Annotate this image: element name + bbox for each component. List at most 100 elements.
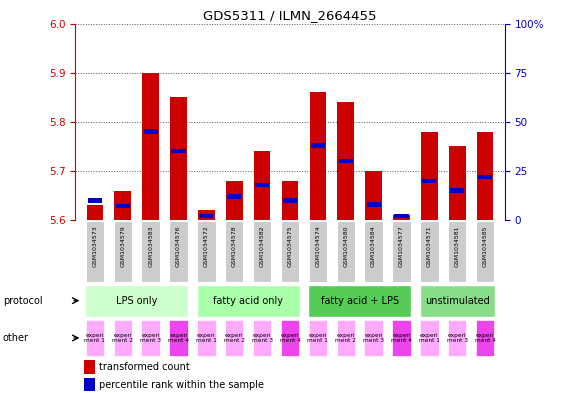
- Bar: [448, 221, 466, 282]
- Bar: [477, 132, 494, 220]
- Text: experi
ment 4: experi ment 4: [168, 332, 189, 343]
- Bar: [308, 285, 411, 317]
- Bar: [478, 175, 492, 179]
- Bar: [142, 221, 160, 282]
- Bar: [394, 214, 408, 219]
- Text: experi
ment 4: experi ment 4: [474, 332, 495, 343]
- Text: transformed count: transformed count: [99, 362, 190, 372]
- Bar: [198, 210, 215, 220]
- Title: GDS5311 / ILMN_2664455: GDS5311 / ILMN_2664455: [203, 9, 377, 22]
- Text: fatty acid only: fatty acid only: [213, 296, 283, 306]
- Bar: [476, 320, 494, 356]
- Bar: [339, 159, 353, 163]
- Text: percentile rank within the sample: percentile rank within the sample: [99, 380, 264, 389]
- Text: GSM1034578: GSM1034578: [232, 225, 237, 267]
- Bar: [114, 191, 131, 220]
- Bar: [392, 221, 411, 282]
- Text: GSM1034583: GSM1034583: [148, 225, 153, 267]
- Text: experi
ment 1: experi ment 1: [307, 332, 328, 343]
- Text: other: other: [3, 333, 29, 343]
- Bar: [86, 221, 104, 282]
- Bar: [283, 198, 297, 203]
- Bar: [84, 378, 95, 391]
- Bar: [476, 221, 494, 282]
- Text: GSM1034573: GSM1034573: [92, 225, 97, 267]
- Text: experi
ment 3: experi ment 3: [140, 332, 161, 343]
- Bar: [88, 198, 102, 203]
- Bar: [197, 285, 300, 317]
- Bar: [172, 149, 186, 154]
- Text: experi
ment 1: experi ment 1: [419, 332, 440, 343]
- Bar: [143, 130, 158, 134]
- Text: experi
ment 1: experi ment 1: [85, 332, 106, 343]
- Bar: [114, 320, 132, 356]
- Text: experi
ment 3: experi ment 3: [363, 332, 384, 343]
- Text: GSM1034574: GSM1034574: [316, 225, 320, 267]
- Text: GSM1034584: GSM1034584: [371, 225, 376, 267]
- Bar: [86, 320, 104, 356]
- Bar: [115, 204, 130, 209]
- Text: experi
ment 3: experi ment 3: [252, 332, 273, 343]
- Bar: [450, 189, 465, 193]
- Bar: [367, 202, 380, 207]
- Bar: [84, 360, 95, 373]
- Bar: [336, 320, 355, 356]
- Text: experi
ment 2: experi ment 2: [224, 332, 245, 343]
- Bar: [448, 320, 466, 356]
- Text: fatty acid + LPS: fatty acid + LPS: [321, 296, 398, 306]
- Text: experi
ment 4: experi ment 4: [391, 332, 412, 343]
- Text: unstimulated: unstimulated: [425, 296, 490, 306]
- Bar: [142, 73, 159, 220]
- Text: GSM1034585: GSM1034585: [483, 225, 488, 266]
- Bar: [392, 320, 411, 356]
- Text: experi
ment 2: experi ment 2: [113, 332, 133, 343]
- Bar: [253, 320, 271, 356]
- Bar: [114, 221, 132, 282]
- Bar: [197, 320, 216, 356]
- Bar: [421, 132, 438, 220]
- Bar: [225, 320, 244, 356]
- Bar: [422, 179, 437, 183]
- Text: experi
ment 4: experi ment 4: [280, 332, 300, 343]
- Text: GSM1034571: GSM1034571: [427, 225, 432, 267]
- Bar: [420, 221, 438, 282]
- Text: experi
ment 2: experi ment 2: [335, 332, 356, 343]
- Bar: [226, 181, 242, 220]
- Bar: [419, 285, 495, 317]
- Bar: [309, 320, 327, 356]
- Text: GSM1034582: GSM1034582: [260, 225, 264, 267]
- Bar: [393, 215, 410, 220]
- Bar: [253, 221, 271, 282]
- Bar: [86, 206, 103, 220]
- Bar: [169, 221, 188, 282]
- Text: GSM1034581: GSM1034581: [455, 225, 460, 266]
- Bar: [281, 221, 299, 282]
- Bar: [420, 320, 438, 356]
- Bar: [309, 221, 327, 282]
- Bar: [338, 102, 354, 220]
- Bar: [169, 320, 188, 356]
- Text: experi
ment 3: experi ment 3: [447, 332, 467, 343]
- Bar: [282, 181, 298, 220]
- Bar: [281, 320, 299, 356]
- Bar: [197, 221, 216, 282]
- Text: experi
ment 1: experi ment 1: [196, 332, 217, 343]
- Text: GSM1034572: GSM1034572: [204, 225, 209, 267]
- Bar: [311, 143, 325, 148]
- Text: GSM1034575: GSM1034575: [288, 225, 292, 267]
- Bar: [225, 221, 244, 282]
- Bar: [364, 221, 383, 282]
- Bar: [200, 214, 213, 219]
- Bar: [85, 285, 188, 317]
- Text: protocol: protocol: [3, 296, 42, 306]
- Text: LPS only: LPS only: [116, 296, 157, 306]
- Text: GSM1034580: GSM1034580: [343, 225, 348, 266]
- Bar: [170, 97, 187, 220]
- Bar: [142, 320, 160, 356]
- Text: GSM1034579: GSM1034579: [120, 225, 125, 267]
- Bar: [365, 171, 382, 220]
- Bar: [364, 320, 383, 356]
- Bar: [255, 183, 269, 187]
- Bar: [227, 195, 241, 199]
- Bar: [310, 92, 326, 220]
